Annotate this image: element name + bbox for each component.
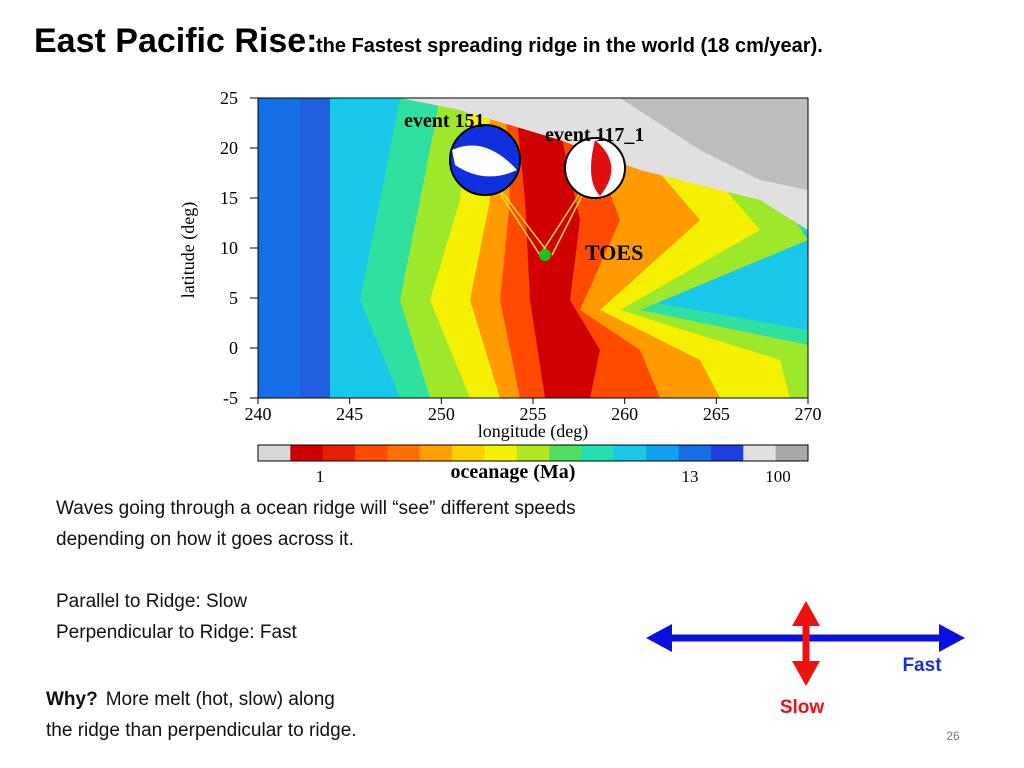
colorbar-tick: 13: [682, 467, 699, 486]
annotation: event 151: [404, 110, 485, 132]
map: [257, 97, 809, 399]
y-tick-label: 5: [229, 288, 238, 308]
x-tick-label: 265: [703, 404, 730, 424]
title: East Pacific Rise:: [34, 22, 317, 60]
arrows: [646, 601, 965, 686]
colorbar-cell: [646, 445, 680, 461]
colorbar-cell: [387, 445, 421, 461]
annotation: TOES: [585, 240, 643, 265]
text-line: Parallel to Ridge: Slow: [56, 591, 247, 612]
y-axis-label: latitude (deg): [178, 202, 199, 298]
colorbar-cell: [452, 445, 485, 461]
colorbar-label: oceanage (Ma): [451, 461, 576, 483]
subtitle: the Fastest spreading ridge in the world…: [316, 35, 823, 57]
x-tick-label: 255: [520, 404, 547, 424]
why-line: the ridge than perpendicular to ridge.: [46, 720, 357, 741]
why-line: Why? More melt (hot, slow) along: [46, 689, 335, 710]
colorbar-cell: [775, 445, 809, 461]
colorbar-tick: 100: [765, 467, 791, 486]
colorbar-cell: [549, 445, 583, 461]
colorbar-frame: [257, 444, 809, 462]
x-tick-label: 270: [795, 404, 822, 424]
colorbar-cell: [743, 445, 777, 461]
colorbar-cell: [258, 445, 291, 461]
colorbar-cell: [516, 445, 550, 461]
x-tick-label: 260: [611, 404, 638, 424]
why-rest: More melt (hot, slow) along: [106, 689, 335, 710]
text-line: Perpendicular to Ridge: Fast: [56, 622, 298, 643]
colorbar-cell: [710, 445, 744, 461]
paragraph-line: Waves going through a ocean ridge will “…: [56, 498, 576, 519]
y-tick-label: 15: [220, 188, 238, 208]
annotation: event 117_1: [545, 124, 644, 146]
x-axis-label: longitude (deg): [478, 421, 588, 442]
y-tick-label: -5: [223, 388, 238, 408]
colorbar: [257, 444, 809, 462]
y-tick-label: 10: [220, 238, 238, 258]
why-lead: Why?: [46, 689, 98, 710]
page-number: 26: [946, 729, 960, 743]
colorbar-cell: [322, 445, 356, 461]
y-tick-label: 20: [220, 138, 238, 158]
colorbar-cell: [581, 445, 615, 461]
paragraph-line: depending on how it goes across it.: [56, 529, 354, 550]
colorbar-tick: 1: [316, 467, 325, 486]
colorbar-cell: [290, 445, 324, 461]
x-tick-label: 245: [336, 404, 363, 424]
colorbar-cell: [613, 445, 647, 461]
x-tick-label: 240: [245, 404, 272, 424]
x-tick-label: 250: [428, 404, 455, 424]
colorbar-cell: [419, 445, 453, 461]
y-tick-label: 0: [229, 338, 238, 358]
colorbar-cell: [355, 445, 388, 461]
slow-label: Slow: [780, 697, 825, 718]
colorbar-cell: [484, 445, 518, 461]
y-tick-label: 25: [220, 88, 238, 108]
colorbar-cell: [678, 445, 712, 461]
fast-label: Fast: [902, 655, 942, 676]
